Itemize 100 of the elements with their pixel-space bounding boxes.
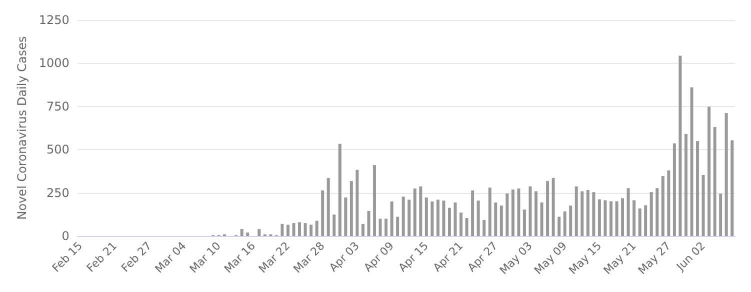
bar [372,165,376,236]
y-tick-label: 1000 [38,56,70,70]
bar [730,140,734,236]
bar [609,201,612,236]
bar [661,176,664,236]
bar [424,197,428,236]
y-axis-title: Novel Coronavirus Daily Cases [15,36,29,220]
bar [384,218,388,236]
bar [465,218,468,236]
bar [367,210,370,236]
bar [476,200,480,236]
bar [558,216,561,236]
bar [534,191,538,236]
bar [615,201,618,236]
bar [494,202,498,236]
bar [436,200,440,236]
bar [528,186,532,236]
x-tick-label: Mar 10 [187,239,224,276]
bar [350,181,353,236]
bar [638,208,642,236]
bar [563,211,566,236]
x-tick-label: Mar 16 [222,239,258,276]
bar [286,224,290,236]
bar [454,202,457,236]
bar [650,192,653,236]
x-tick-label: Mar 28 [290,239,328,276]
bar [574,186,578,236]
bar [724,112,728,236]
bar [482,220,486,236]
bar [546,181,550,236]
x-tick-label: Apr 03 [326,239,362,274]
x-tick-label: Apr 15 [396,239,432,274]
bar [430,201,434,236]
x-tick-label: Mar 04 [152,239,189,276]
x-tick-label: Jun 02 [673,239,708,274]
bar [592,192,596,236]
bar [656,188,659,236]
bar [298,222,302,236]
bar [258,229,261,236]
bar [402,196,405,236]
y-tick-label: 250 [46,186,70,200]
x-tick-label: Apr 27 [465,239,500,274]
bar [506,193,509,236]
bar [304,223,307,236]
bar [500,206,503,236]
bar [540,202,544,236]
bar [552,178,555,236]
bar [396,216,400,236]
bar [672,143,676,236]
bar [719,194,722,236]
bar [356,170,359,236]
bar [626,188,630,236]
bar [460,212,463,236]
x-tick-label: Feb 27 [118,239,154,275]
y-tick-label: 1250 [38,13,70,27]
bar [598,199,601,236]
bar [332,214,336,236]
bar [569,206,572,236]
bar [408,200,411,236]
bar [586,190,590,236]
bar [708,106,711,236]
x-tick-label: Apr 21 [430,239,466,274]
bar [240,229,244,236]
bar [632,200,636,236]
bar [448,208,451,236]
bar [292,223,296,236]
bar [442,200,446,236]
bar [246,232,250,236]
bar [344,197,348,236]
bar [310,224,313,236]
bar [390,201,394,236]
bar [321,190,324,236]
x-tick-label: Apr 09 [361,239,396,274]
bar [419,186,422,236]
bar [522,210,526,236]
bar [280,224,284,236]
x-tick-label: Mar 22 [256,239,293,276]
bar [684,134,688,236]
bar [511,190,514,236]
bar [713,126,716,236]
bar [378,218,382,236]
bar [621,198,624,236]
bar [361,224,364,236]
x-tick-label: Feb 21 [84,239,120,275]
bar [604,200,607,236]
bar [702,175,705,236]
bar [315,220,318,236]
bar [644,205,648,236]
bar [338,144,342,236]
bar [580,191,584,236]
bar [413,188,416,236]
y-tick-label: 750 [46,99,70,114]
bar [696,141,700,236]
bar [690,87,694,236]
bar [678,56,682,236]
bar [326,178,330,236]
bar [517,188,520,236]
bar [488,188,492,236]
bar [667,170,670,236]
bar [471,190,474,236]
